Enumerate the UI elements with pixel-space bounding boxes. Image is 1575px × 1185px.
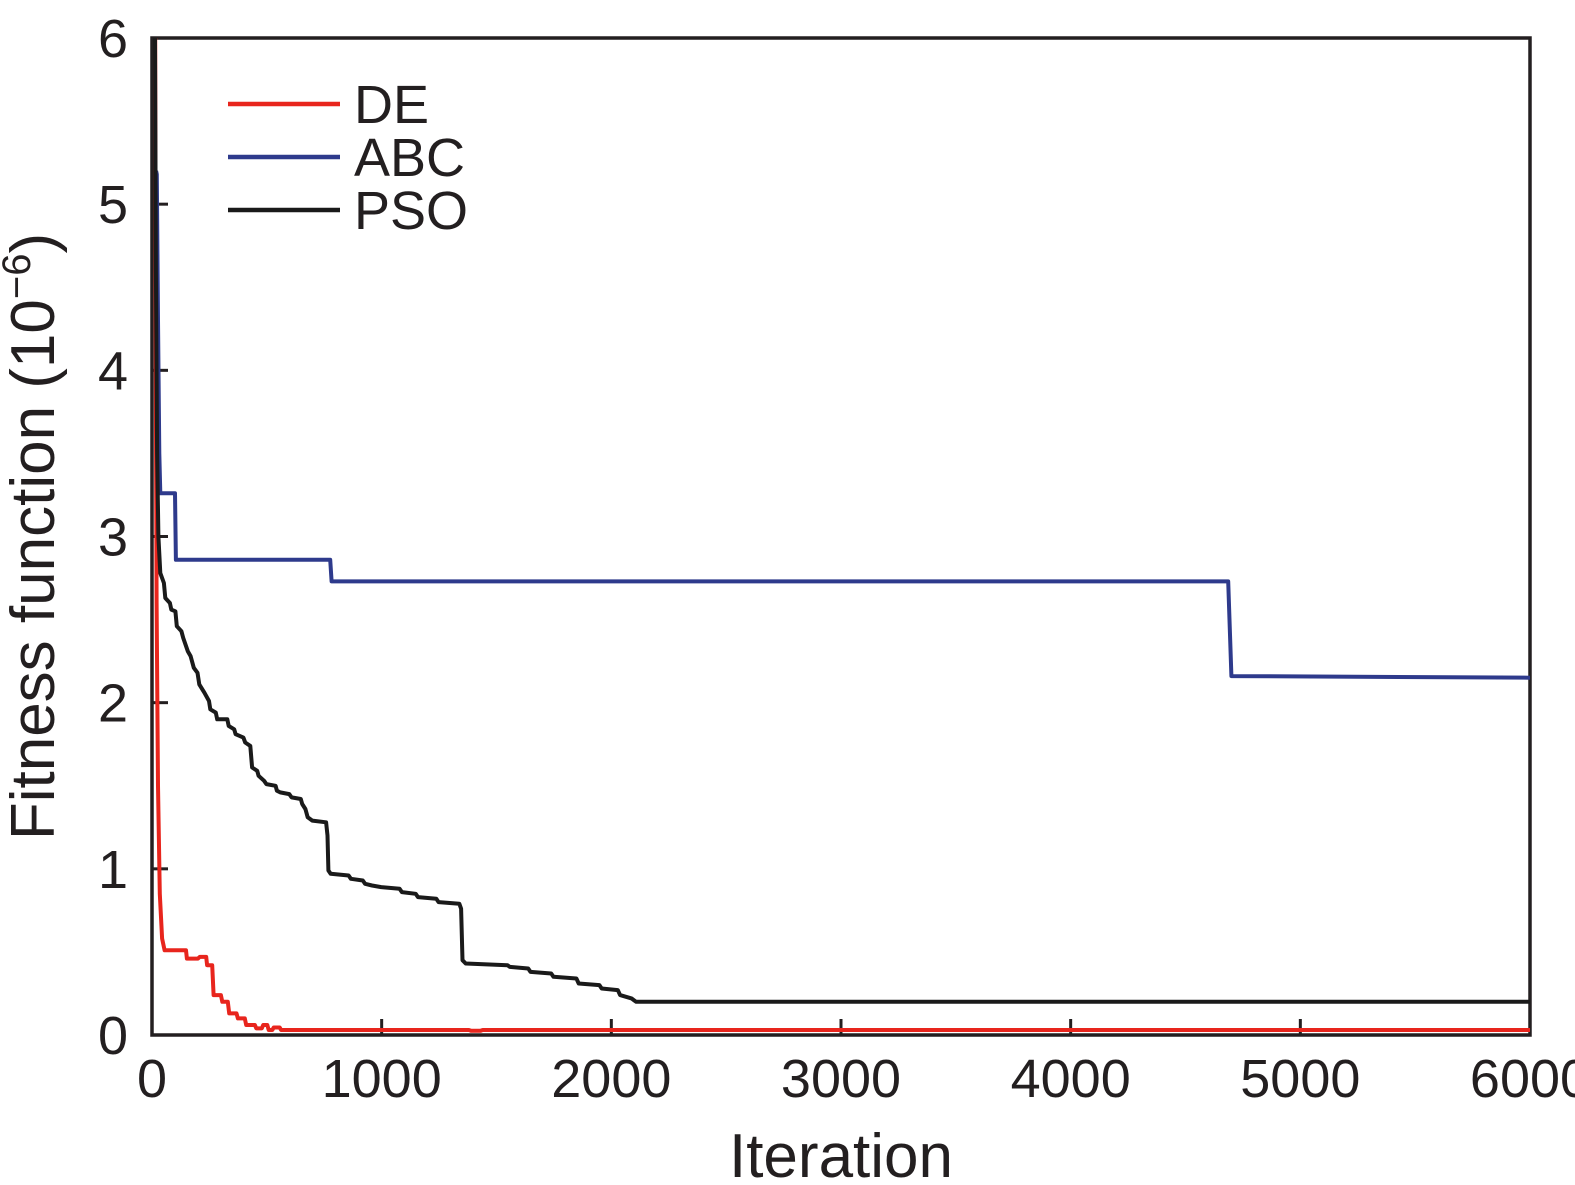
x-tick-label: 4000	[1011, 1049, 1131, 1109]
y-axis-label-main: Fitness function (10	[0, 299, 68, 840]
y-axis-label: Fitness function (10−6)	[0, 233, 68, 840]
y-tick-label: 2	[98, 674, 128, 734]
x-tick-label: 1000	[322, 1049, 442, 1109]
x-axis-label: Iteration	[729, 1122, 953, 1185]
y-axis-label-close: )	[0, 233, 68, 254]
x-tick-label: 0	[137, 1049, 167, 1109]
legend-label-abc: ABC	[354, 128, 465, 188]
x-tick-label: 5000	[1240, 1049, 1360, 1109]
y-tick-label: 5	[98, 175, 128, 235]
legend-label-pso: PSO	[354, 181, 468, 241]
y-tick-label: 1	[98, 840, 128, 900]
y-axis-label-exponent: −6	[0, 254, 39, 300]
legend-label-de: DE	[354, 75, 429, 135]
series-line-de	[153, 37, 1530, 1033]
x-tick-label: 3000	[781, 1049, 901, 1109]
x-tick-label: 2000	[551, 1049, 671, 1109]
y-tick-label: 4	[98, 341, 128, 401]
series-line-pso	[153, 37, 1530, 1004]
y-tick-label: 6	[98, 9, 128, 69]
y-tick-label: 3	[98, 508, 128, 568]
y-tick-label: 0	[98, 1006, 128, 1066]
